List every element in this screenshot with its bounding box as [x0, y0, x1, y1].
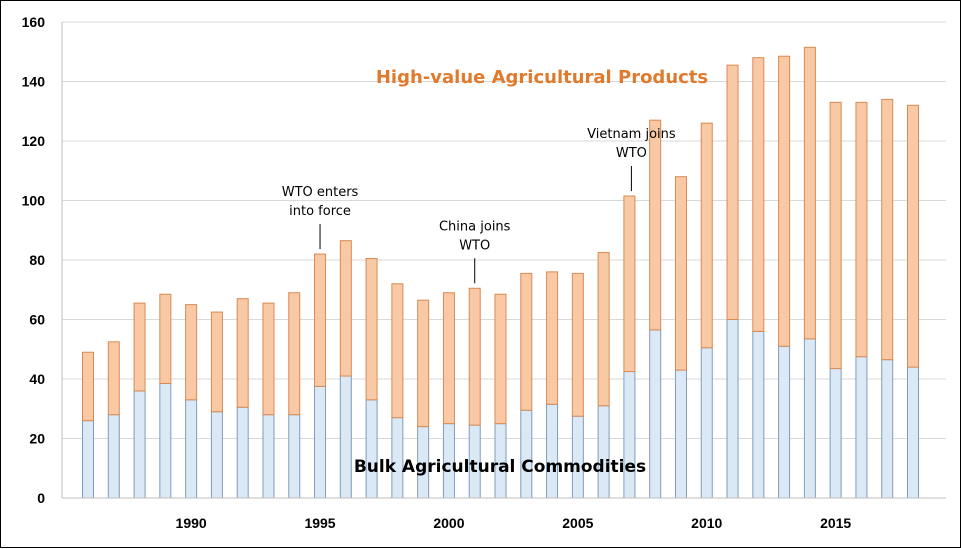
bar-bulk-1997	[365, 399, 378, 499]
bar-bulk-1990	[185, 399, 198, 499]
bar-high-value-2002	[494, 293, 507, 425]
bar-high-value-2001	[468, 287, 481, 426]
bar-bulk-2009	[674, 369, 687, 499]
bar-high-value-1995	[314, 253, 327, 387]
bar-bulk-2003	[520, 409, 533, 499]
bar-bulk-2015	[829, 368, 842, 499]
bar-bulk-2006	[597, 405, 610, 499]
bar-bulk-2013	[778, 345, 791, 499]
annotation-text-1995: WTO enters	[282, 185, 359, 200]
bar-high-value-2013	[778, 55, 791, 347]
bar-bulk-2007	[623, 371, 636, 499]
y-tick-label: 40	[29, 371, 45, 387]
axes	[61, 22, 946, 499]
bar-bulk-1996	[339, 375, 352, 499]
bar-bulk-2014	[803, 338, 816, 499]
bar-high-value-2018	[907, 104, 919, 368]
x-tick-label: 2005	[562, 515, 593, 531]
bar-high-value-1993	[262, 302, 275, 416]
bar-bulk-1986	[82, 420, 94, 499]
bar-high-value-1996	[339, 240, 352, 377]
bar-bulk-2017	[881, 359, 894, 499]
bar-bulk-1989	[159, 382, 172, 499]
bar-high-value-2014	[803, 46, 816, 340]
bar-high-value-1997	[365, 258, 378, 401]
bar-bulk-2011	[726, 319, 739, 499]
y-tick-label: 140	[22, 74, 46, 90]
x-tick-label: 2015	[820, 515, 851, 531]
y-tick-label: 80	[29, 252, 45, 268]
bar-high-value-2006	[597, 252, 610, 407]
bar-high-value-2009	[674, 176, 687, 371]
bar-high-value-1994	[288, 292, 301, 416]
bars	[82, 46, 919, 499]
y-tick-label: 60	[29, 312, 45, 328]
bar-high-value-2004	[546, 271, 559, 405]
bar-bulk-1994	[288, 414, 301, 499]
annotation-text-2007: WTO	[616, 146, 647, 161]
bar-high-value-1989	[159, 293, 172, 384]
bar-high-value-1998	[391, 283, 404, 419]
bar-high-value-1987	[107, 341, 120, 416]
bar-bulk-2012	[752, 330, 765, 499]
bar-high-value-2017	[881, 98, 894, 361]
bar-bulk-2004	[546, 403, 559, 499]
annotation-text-2001: WTO	[459, 238, 490, 253]
bar-bulk-2018	[907, 366, 919, 499]
bar-bulk-1991	[210, 411, 223, 499]
annotation-text-1995: into force	[289, 204, 351, 219]
bar-bulk-2010	[700, 347, 713, 499]
bar-high-value-1986	[82, 351, 94, 422]
y-tick-label: 20	[29, 431, 45, 447]
bar-bulk-2008	[649, 329, 662, 499]
bar-bulk-1993	[262, 414, 275, 499]
bar-high-value-2011	[726, 64, 739, 320]
bar-bulk-1995	[314, 385, 327, 499]
bar-bulk-1992	[236, 406, 249, 499]
bar-high-value-1990	[185, 304, 198, 401]
bar-bulk-2016	[855, 356, 868, 499]
bar-high-value-2005	[571, 272, 584, 417]
bar-high-value-2012	[752, 57, 765, 332]
x-tick-label: 1995	[304, 515, 335, 531]
y-tick-label: 120	[22, 133, 46, 149]
bar-high-value-2003	[520, 272, 533, 411]
y-tick-label: 0	[37, 490, 45, 506]
bar-high-value-2000	[442, 292, 455, 425]
bar-high-value-2016	[855, 101, 868, 358]
bar-high-value-2007	[623, 195, 636, 373]
bar-bulk-1988	[133, 390, 146, 499]
x-tick-label: 1990	[176, 515, 207, 531]
x-tick-label: 2010	[691, 515, 722, 531]
bar-high-value-1992	[236, 298, 249, 408]
bar-high-value-1991	[210, 311, 223, 413]
y-tick-labels: 0 20 40 60 80 100 120 140 160	[22, 14, 46, 506]
annotation-text-2007: Vietnam joins	[587, 127, 676, 142]
annotation-text-2001: China joins	[439, 219, 511, 234]
bar-high-value-2008	[649, 119, 662, 331]
x-tick-label: 2000	[433, 515, 464, 531]
y-tick-label: 160	[22, 14, 46, 30]
high-value-series-label: High-value Agricultural Products	[376, 67, 708, 88]
bar-bulk-1987	[107, 414, 120, 499]
x-tick-labels: 1990 1995 2000 2005 2010 2015	[176, 515, 852, 531]
bulk-series-label: Bulk Agricultural Commodities	[354, 457, 646, 477]
annotations: WTO enters into force China joins WTO Vietna…	[282, 127, 676, 284]
bar-high-value-1988	[133, 302, 146, 392]
y-tick-label: 100	[22, 193, 46, 209]
bar-high-value-1999	[417, 299, 430, 428]
bar-high-value-2015	[829, 101, 842, 370]
bar-high-value-2010	[700, 122, 713, 349]
